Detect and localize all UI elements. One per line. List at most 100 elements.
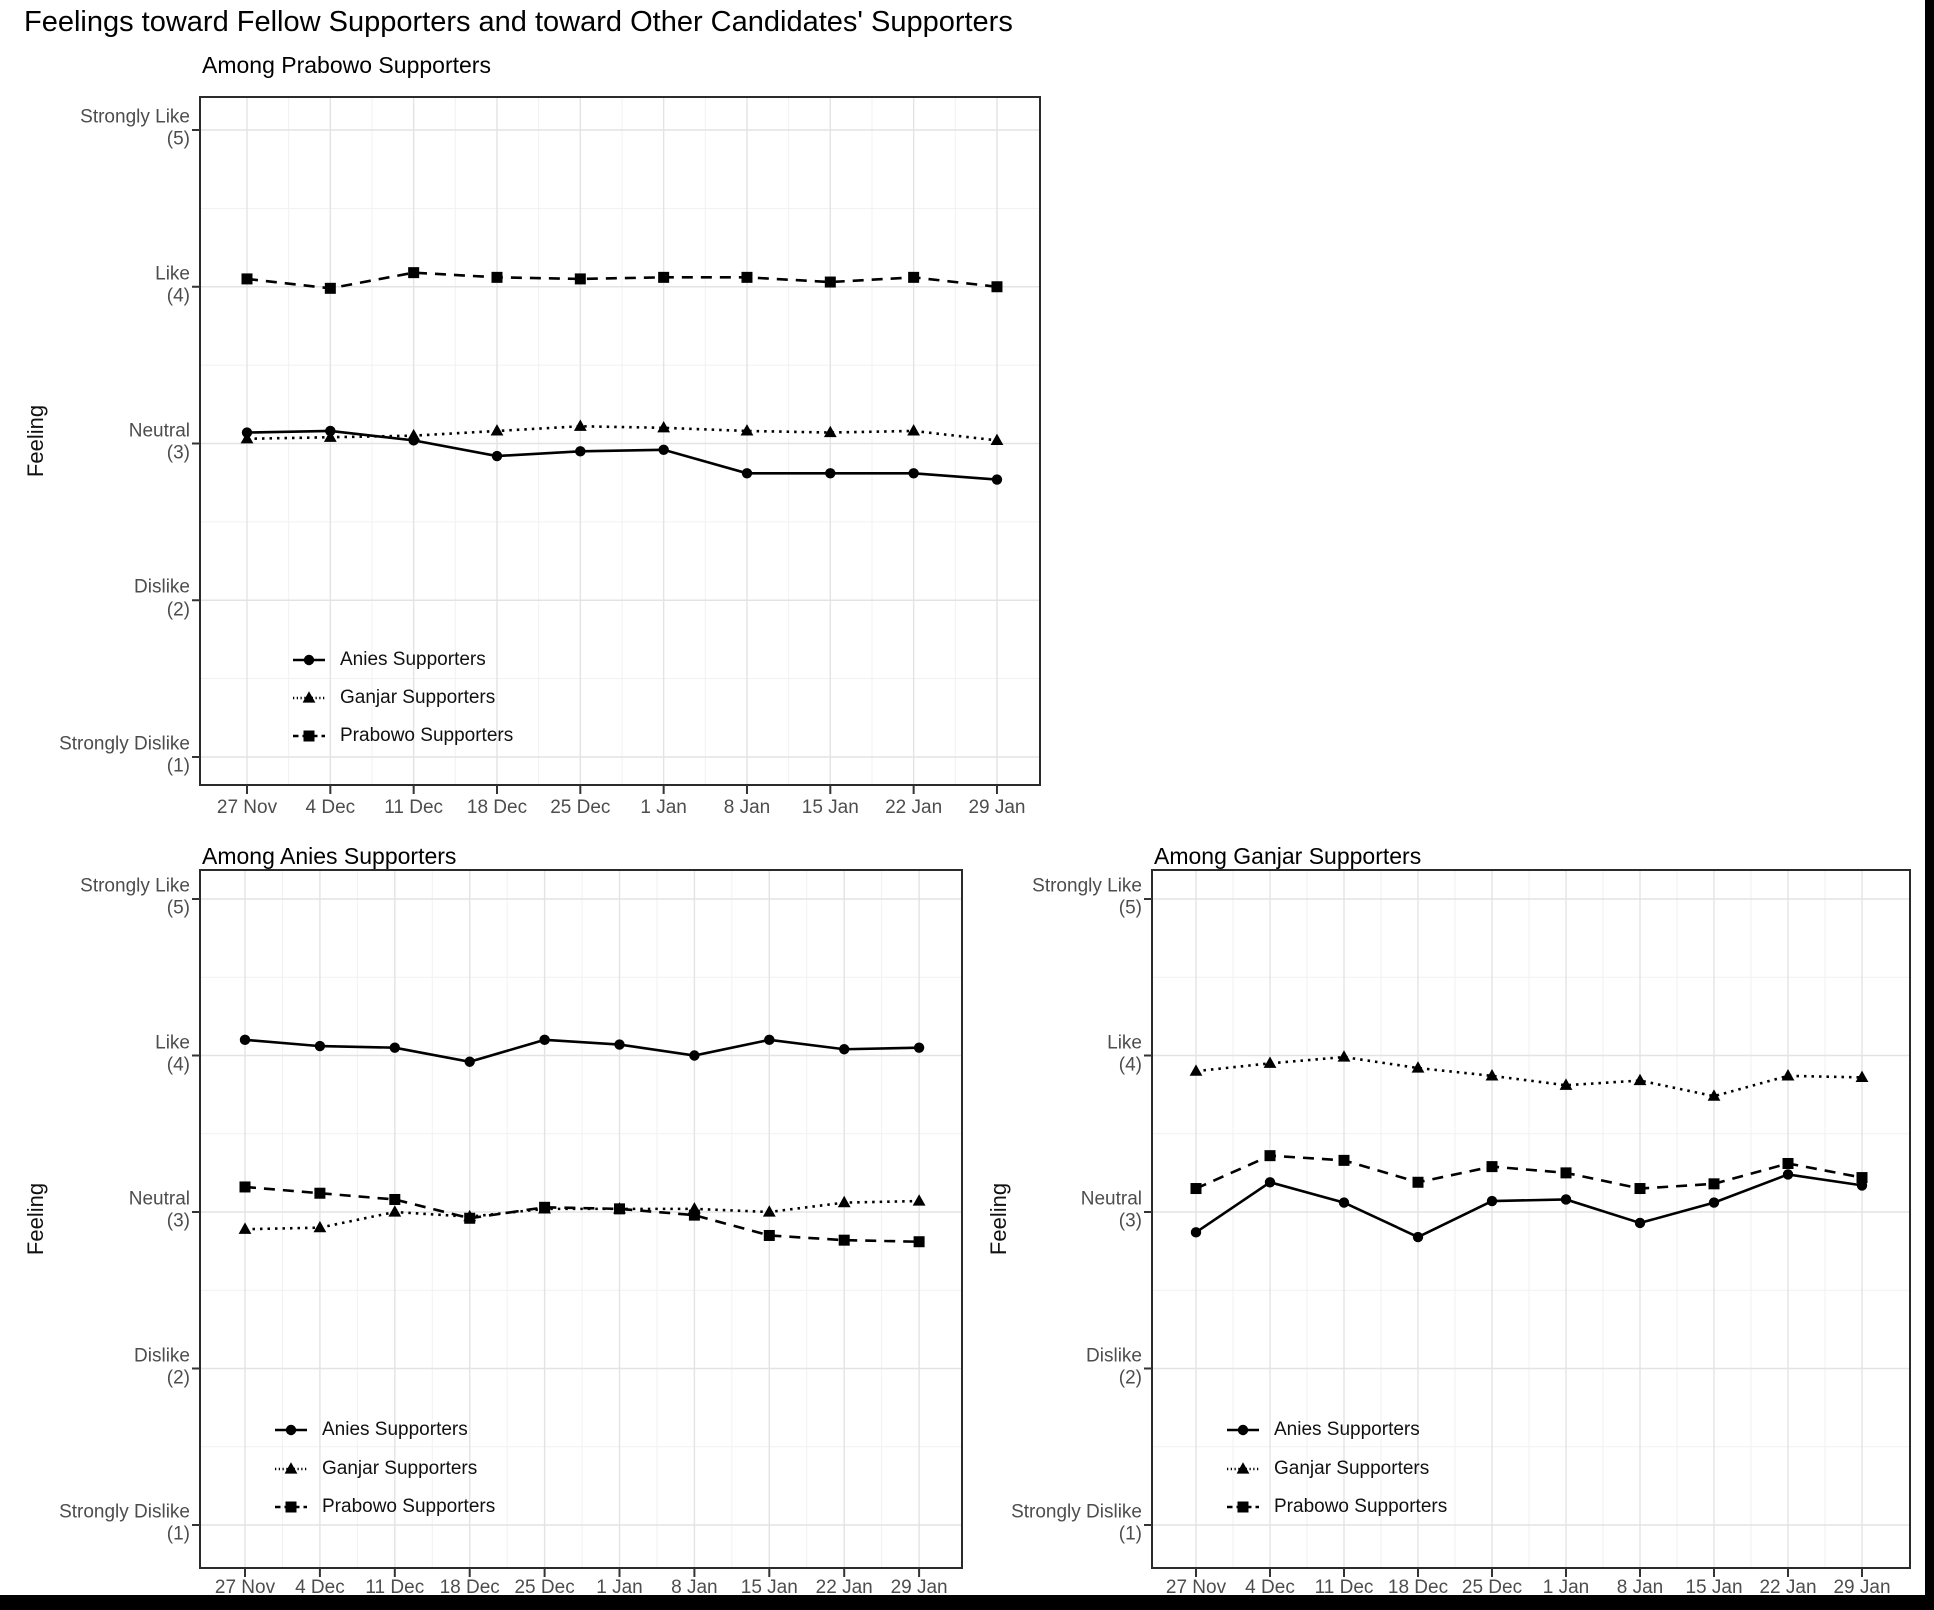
- data-point-marker: [389, 1193, 401, 1205]
- y-tick-label-value: (2): [166, 1367, 190, 1389]
- data-point-marker: [491, 271, 503, 283]
- data-point-marker: [913, 1042, 925, 1053]
- plot-area: [200, 870, 962, 1568]
- legend-key-circle: [275, 1424, 307, 1436]
- data-point-marker: [1236, 1462, 1250, 1474]
- series-line-ganjar-supporters: [246, 424, 998, 442]
- data-point-marker: [740, 424, 754, 436]
- data-point-marker: [1708, 1178, 1720, 1190]
- data-point-marker: [1781, 1069, 1795, 1081]
- data-point-marker: [464, 1212, 476, 1224]
- data-point-marker: [1190, 1183, 1202, 1195]
- y-tick-label-value: (3): [1118, 1211, 1142, 1233]
- y-tick-label: Strongly Like (5): [952, 876, 1142, 921]
- y-tick-label-text: Strongly Dislike: [1011, 1501, 1142, 1523]
- data-point-marker: [323, 430, 337, 442]
- y-tick-label-text: Like: [1107, 1032, 1142, 1054]
- legend-label: Ganjar Supporters: [340, 687, 496, 708]
- data-point-marker: [388, 1205, 402, 1217]
- data-point-marker: [908, 468, 919, 479]
- x-tick-label: 15 Jan: [1685, 1577, 1743, 1598]
- legend-key-triangle: [275, 1462, 307, 1474]
- data-point-marker: [741, 468, 753, 479]
- panel-title: Among Ganjar Supporters: [1154, 843, 1422, 869]
- y-tick-label-value: (5): [166, 129, 190, 151]
- x-tick-label: 22 Jan: [1759, 1577, 1817, 1598]
- y-tick-label-value: (4): [166, 285, 190, 307]
- x-tick-label: 27 Nov: [214, 1577, 276, 1598]
- legend-item: Prabowo Supporters: [274, 1496, 495, 1518]
- data-point-marker: [490, 424, 504, 436]
- data-point-marker: [1634, 1183, 1646, 1195]
- x-tick-label: 18 Dec: [466, 797, 528, 818]
- y-tick-label-text: Like: [155, 1032, 190, 1054]
- panel-border: [199, 96, 1041, 786]
- y-tick-label-text: Neutral: [128, 1188, 190, 1210]
- x-tick-label: 8 Jan: [1616, 1577, 1664, 1598]
- x-tick-label: 18 Dec: [1387, 1577, 1449, 1598]
- data-point-marker: [284, 1462, 298, 1474]
- data-point-marker: [990, 433, 1004, 445]
- data-point-marker: [614, 1039, 625, 1050]
- x-tick-label: 25 Dec: [514, 1577, 575, 1598]
- x-tick-label: 15 Jan: [740, 1577, 798, 1598]
- data-point-marker: [908, 271, 920, 283]
- legend-item: Anies Supporters: [1226, 1419, 1420, 1441]
- y-tick-label: Neutral (3): [0, 420, 190, 465]
- legend-item: Prabowo Supporters: [1226, 1496, 1447, 1518]
- data-point-marker: [302, 691, 316, 703]
- legend-label: Anies Supporters: [322, 1419, 468, 1440]
- data-point-marker: [1338, 1154, 1350, 1166]
- y-tick-label: Strongly Dislike (1): [0, 734, 190, 779]
- legend-item: Ganjar Supporters: [292, 687, 495, 709]
- x-tick-label: 29 Jan: [890, 1577, 948, 1598]
- y-tick-label-value: (1): [166, 756, 190, 778]
- x-tick-label: 22 Jan: [885, 797, 943, 818]
- data-point-marker: [1237, 1424, 1249, 1436]
- data-point-marker: [688, 1209, 700, 1221]
- y-tick-label-text: Strongly Like: [80, 875, 190, 897]
- data-point-marker: [1337, 1050, 1351, 1062]
- data-point-marker: [658, 271, 670, 283]
- x-tick-label: 4 Dec: [1245, 1577, 1295, 1598]
- data-point-marker: [658, 444, 669, 455]
- x-tick-label: 18 Dec: [439, 1577, 500, 1598]
- y-tick-label-value: (4): [1118, 1054, 1142, 1076]
- series-line-prabowo-supporters: [246, 271, 998, 290]
- data-point-marker: [240, 431, 254, 444]
- series-line-prabowo-supporters: [1195, 1154, 1863, 1190]
- data-point-marker: [408, 267, 420, 279]
- data-point-marker: [285, 1424, 297, 1436]
- data-point-marker: [1485, 1069, 1499, 1081]
- legend-key-triangle: [1227, 1462, 1259, 1474]
- data-point-marker: [1263, 1056, 1277, 1068]
- data-point-marker: [1559, 1078, 1573, 1090]
- x-tick-label: 11 Dec: [384, 797, 444, 818]
- data-point-marker: [313, 1220, 327, 1233]
- plot-area: [1152, 870, 1910, 1568]
- x-tick-label: 4 Dec: [295, 1577, 345, 1598]
- data-point-marker: [1190, 1227, 1202, 1238]
- data-point-marker: [614, 1203, 625, 1215]
- data-point-marker: [314, 1040, 326, 1052]
- data-point-marker: [239, 1181, 251, 1193]
- y-tick-label-text: Strongly Like: [80, 106, 190, 128]
- legend-label: Prabowo Supporters: [322, 1496, 496, 1517]
- data-point-marker: [1560, 1194, 1572, 1205]
- data-point-marker: [1856, 1172, 1868, 1184]
- series-line-anies-supporters: [246, 429, 998, 481]
- data-point-marker: [1237, 1501, 1249, 1513]
- y-tick-label: Dislike (2): [0, 1345, 190, 1390]
- y-tick-label-value: (1): [166, 1524, 190, 1546]
- x-tick-label: 25 Dec: [1461, 1577, 1523, 1598]
- window-frame-right: [1925, 0, 1934, 1610]
- y-tick-label: Like (4): [0, 1032, 190, 1077]
- panel-title: Among Prabowo Supporters: [202, 52, 491, 78]
- y-tick-label: Neutral (3): [952, 1189, 1142, 1234]
- y-tick-label: Dislike (2): [952, 1345, 1142, 1390]
- x-tick-label: 22 Jan: [815, 1577, 873, 1598]
- data-point-marker: [824, 276, 836, 288]
- legend-item: Ganjar Supporters: [1226, 1458, 1429, 1480]
- y-tick-label: Strongly Dislike (1): [952, 1502, 1142, 1547]
